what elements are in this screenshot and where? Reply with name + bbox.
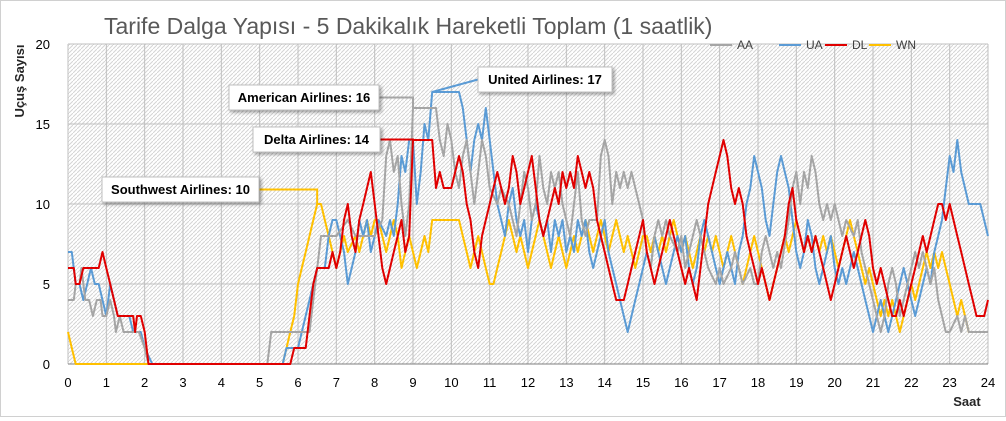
x-tick-label: 1 <box>103 375 110 390</box>
x-tick-label: 6 <box>294 375 301 390</box>
callout-label: United Airlines: 17 <box>488 72 602 87</box>
x-axis-label: Saat <box>953 394 981 409</box>
chart-title: Tarife Dalga Yapısı - 5 Dakikalık Hareke… <box>104 13 712 39</box>
callout-box <box>252 126 381 153</box>
callout-ua: United Airlines: 17 <box>431 66 613 93</box>
x-tick-label: 9 <box>409 375 416 390</box>
series-line-aa <box>68 107 988 365</box>
callout-leader <box>259 188 319 204</box>
callout-label: Southwest Airlines: 10 <box>111 182 250 197</box>
x-tick-label: 14 <box>597 375 611 390</box>
x-tick-label: 17 <box>712 375 726 390</box>
x-tick-label: 20 <box>827 375 841 390</box>
x-tick-label: 2 <box>141 375 148 390</box>
y-tick-label: 0 <box>43 357 50 372</box>
legend-label-aa: AA <box>737 38 753 52</box>
legend-label-ua: UA <box>806 38 823 52</box>
callout-box <box>477 66 613 93</box>
callout-box <box>228 84 380 111</box>
callout-wn: Southwest Airlines: 10 <box>101 176 319 204</box>
x-tick-label: 15 <box>636 375 650 390</box>
callout-label: Delta Airlines: 14 <box>264 132 370 147</box>
callout-dl: Delta Airlines: 14 <box>252 126 414 153</box>
legend-label-wn: WN <box>896 38 916 52</box>
x-tick-label: 0 <box>64 375 71 390</box>
x-tick-label: 12 <box>521 375 535 390</box>
x-tick-label: 18 <box>751 375 765 390</box>
x-tick-label: 23 <box>942 375 956 390</box>
callout-leader <box>380 138 414 141</box>
callouts: United Airlines: 17 American Airlines: 16… <box>101 66 613 204</box>
x-tick-label: 16 <box>674 375 688 390</box>
callout-box <box>101 176 260 203</box>
y-tick-label: 15 <box>36 117 50 132</box>
callout-label: American Airlines: 16 <box>238 90 370 105</box>
x-tick-label: 13 <box>559 375 573 390</box>
x-tick-label: 8 <box>371 375 378 390</box>
callout-leader <box>431 78 479 93</box>
legend: AA UA DL WN <box>710 38 916 52</box>
x-tick-label: 11 <box>483 375 497 390</box>
series-lines <box>67 91 989 365</box>
x-tick-label: 3 <box>179 375 186 390</box>
x-tick-label: 21 <box>866 375 880 390</box>
legend-label-dl: DL <box>852 38 868 52</box>
x-tick-label: 24 <box>981 375 995 390</box>
x-tick-label: 4 <box>218 375 225 390</box>
x-tick-label: 5 <box>256 375 263 390</box>
x-tick-label: 10 <box>444 375 458 390</box>
y-tick-label: 10 <box>36 197 50 212</box>
x-tick-label: 22 <box>904 375 918 390</box>
series-line-dl <box>68 139 989 365</box>
callout-leader <box>379 96 414 108</box>
y-axis-label: Uçuş Sayısı <box>12 45 27 118</box>
y-tick-label: 20 <box>36 37 50 52</box>
callout-aa: American Airlines: 16 <box>228 84 414 111</box>
series-line-ua <box>68 91 989 365</box>
x-tick-label: 19 <box>789 375 803 390</box>
y-tick-label: 5 <box>43 277 50 292</box>
x-tick-label: 7 <box>333 375 340 390</box>
